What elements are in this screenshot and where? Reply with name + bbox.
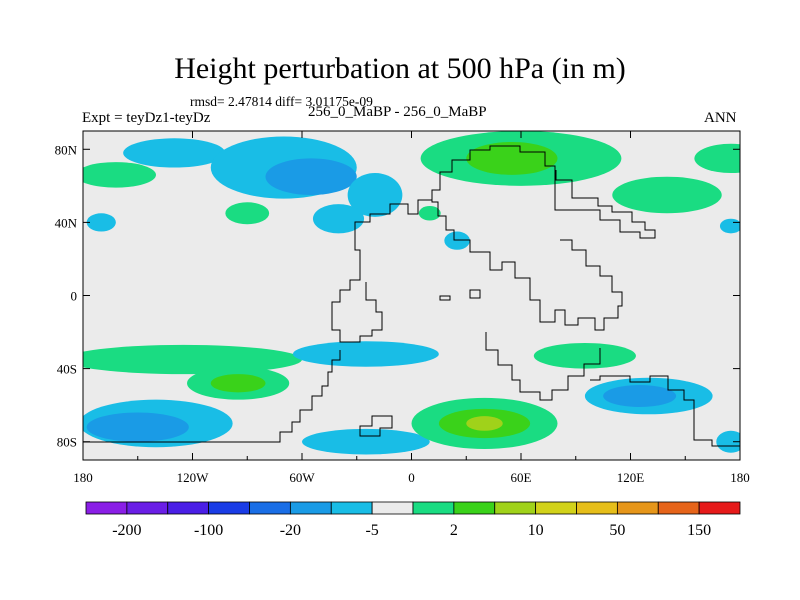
anomaly-south-pacific-low-core bbox=[86, 412, 189, 442]
anomaly-australia-low-core bbox=[603, 385, 677, 407]
y-tick-label: 40N bbox=[55, 215, 78, 230]
x-tick-label: 60E bbox=[511, 470, 532, 485]
colorbar-swatch bbox=[126, 501, 169, 515]
colorbar-swatch bbox=[289, 501, 332, 515]
colorbar-swatch bbox=[453, 501, 496, 515]
anomaly-pacific-southeast-low bbox=[716, 430, 740, 453]
colorbar-label: -5 bbox=[365, 522, 378, 539]
anomaly-east-asia-high bbox=[612, 176, 722, 214]
colorbar-label: -100 bbox=[194, 522, 223, 539]
anomaly-south-pacific-band bbox=[83, 344, 302, 375]
y-tick-label: 0 bbox=[71, 289, 78, 304]
anomaly-south-atlantic-band bbox=[292, 341, 439, 367]
anomaly-west-pacific-low bbox=[719, 218, 740, 234]
colorbar-swatch bbox=[208, 501, 250, 515]
colorbar-swatch bbox=[412, 501, 455, 515]
anomaly-mid-atlantic-low bbox=[347, 173, 403, 217]
colorbar-swatch bbox=[494, 501, 537, 515]
anomaly-central-asia-high bbox=[418, 205, 441, 221]
x-tick-label: 60W bbox=[289, 470, 315, 485]
coastline-eurasia bbox=[431, 171, 623, 331]
x-tick-label: 0 bbox=[408, 470, 415, 485]
anomaly-indian-ocean-high bbox=[533, 343, 636, 369]
experiment-label: Expt = teyDz1-teyDz bbox=[82, 110, 211, 126]
y-tick-label: 80S bbox=[57, 435, 77, 450]
colorbar-swatch bbox=[249, 501, 291, 515]
x-tick-label: 180 bbox=[730, 470, 750, 485]
stats-text: rmsd= 2.47814 diff= 3.01175e-09 bbox=[190, 94, 373, 109]
x-tick-label: 120W bbox=[177, 470, 210, 485]
colorbar-swatch bbox=[371, 501, 414, 515]
coastline-south-america bbox=[485, 332, 601, 401]
colorbar-label: 2 bbox=[450, 522, 458, 539]
colorbar-label: -20 bbox=[280, 522, 301, 539]
anomaly-north-pacific-east bbox=[83, 162, 156, 188]
coastline-americas bbox=[448, 145, 656, 239]
season-label: ANN bbox=[704, 110, 737, 126]
anomaly-north-america-high bbox=[225, 202, 270, 225]
colorbar-swatch bbox=[616, 501, 659, 515]
colorbar-swatch bbox=[330, 501, 373, 515]
colorbar-swatch bbox=[85, 501, 128, 515]
chart-title: Height perturbation at 500 hPa (in m) bbox=[174, 52, 626, 85]
colorbar-label: 150 bbox=[687, 522, 711, 539]
anomaly-atlantic-blob bbox=[312, 204, 365, 234]
anomaly-southern-ocean-low bbox=[302, 428, 430, 455]
coastline-antarctica bbox=[83, 350, 740, 447]
colorbar-swatch bbox=[167, 501, 210, 515]
x-tick-label: 180 bbox=[73, 470, 93, 485]
anomaly-arctic-high bbox=[694, 143, 740, 174]
colorbar-swatch bbox=[576, 501, 618, 515]
anomaly-indian-high-peak bbox=[466, 416, 503, 431]
colorbar-swatch bbox=[657, 501, 700, 515]
y-tick-label: 40S bbox=[57, 362, 77, 377]
chart-subtitle: 256_0_MaBP - 256_0_MaBP bbox=[308, 104, 487, 120]
anomaly-southern-high-core bbox=[210, 374, 266, 393]
colorbar-swatch bbox=[535, 501, 577, 515]
colorbar-label: 50 bbox=[609, 522, 625, 539]
coastline-africa bbox=[331, 232, 383, 343]
coastline-pacific bbox=[439, 289, 481, 301]
x-tick-label: 120E bbox=[617, 470, 645, 485]
anomaly-eurasia-core bbox=[466, 141, 558, 175]
colorbar-label: 10 bbox=[528, 522, 544, 539]
coastline-west bbox=[354, 199, 432, 232]
anomaly-north-america-core bbox=[265, 158, 357, 195]
y-tick-label: 80N bbox=[55, 142, 78, 157]
anomaly-north-pacific-high bbox=[86, 213, 116, 232]
colorbar-label: -200 bbox=[112, 522, 141, 539]
anomaly-africa-low bbox=[444, 231, 470, 250]
colorbar-swatch bbox=[698, 501, 741, 515]
anomaly-north-pacific-west bbox=[123, 138, 226, 168]
